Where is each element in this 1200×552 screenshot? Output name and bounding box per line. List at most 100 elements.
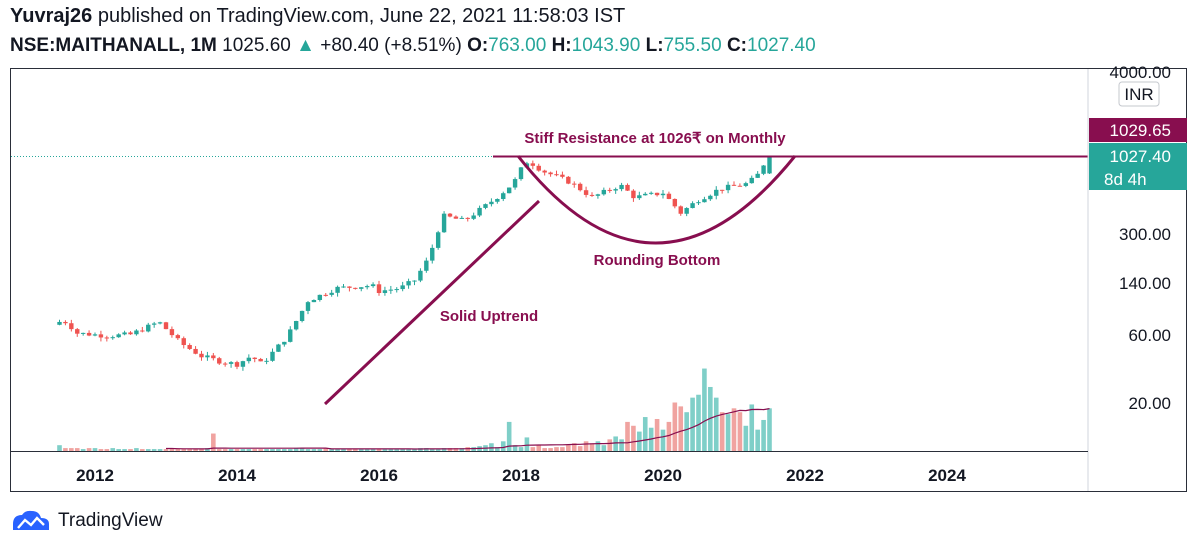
candle-body [643,193,648,196]
candle-body [619,184,624,190]
volume-bar [767,408,772,451]
candle-body [447,213,453,217]
volume-bar [690,397,695,451]
volume-bar [264,449,269,451]
candle-body [92,334,98,336]
volume-bar [370,449,376,451]
volume-bar [335,449,340,451]
candle-body [151,323,157,325]
volume-bar [731,408,737,451]
volume-bar [571,443,577,451]
candle-body [767,156,772,174]
volume-bar [495,447,500,451]
volume-bar [625,421,630,451]
volume-bar [140,449,145,451]
volume-bar [163,449,169,451]
volume-bar [755,429,760,451]
volume-bar [761,419,766,451]
chart-frame[interactable] [10,68,1187,492]
volume-bar [577,446,583,451]
volume-bar [347,449,352,451]
candle-body [276,344,281,352]
volume-bar [74,448,80,451]
volume-bar [293,448,299,451]
currency-box[interactable] [1118,81,1160,107]
volume-bar [205,448,210,451]
volume-bar [666,421,672,451]
volume-bar [506,421,512,451]
candle-body [506,187,512,194]
volume-bar [234,449,240,451]
volume-bar [187,449,192,451]
volume-bar [382,449,388,451]
volume-bar [388,449,394,451]
volume-bar [737,412,743,451]
last-price: 1025.60 [222,35,291,56]
candle-body [725,184,731,191]
candle-body [672,198,678,207]
candle-body [128,332,133,335]
volume-bar [128,449,133,451]
candle-body [483,204,488,208]
candle-body [625,184,630,191]
candles-layer [57,155,772,371]
volume-bar [299,448,305,451]
candle-body [116,334,121,338]
candle-body [305,302,311,311]
candle-body [400,285,405,290]
volume-bar [500,441,506,451]
x-tick-label: 2018 [502,466,540,485]
candle-body [660,193,666,196]
volume-bar [654,418,660,451]
volume-bar [276,449,281,451]
candle-body [364,286,370,288]
candle-body [157,322,163,324]
y-tick-label: 300.00 [1119,225,1171,244]
volume-bar [258,449,263,451]
volume-bar [193,449,198,451]
volume-bar [323,448,329,451]
volume-bar [560,447,565,451]
price-change: +80.40 (+8.51%) [320,35,462,56]
candle-body [181,338,186,346]
candle-body [595,194,601,196]
candle-body [589,194,595,196]
candle-body [435,232,441,248]
candle-body [696,202,701,204]
candle-body [441,213,447,233]
candle-body [234,362,240,367]
volume-bar [530,447,536,451]
volume-bar [169,449,175,451]
uptrend-line[interactable] [323,199,541,406]
volume-bar [725,414,731,451]
candle-body [477,207,482,216]
x-tick-label: 2016 [360,466,398,485]
candle-body [666,193,672,199]
candle-body [282,341,287,345]
candle-body [406,281,411,286]
volume-bar [282,449,287,451]
volume-bar [518,447,524,451]
currency-label[interactable]: INR [1124,85,1153,104]
candle-body [708,195,713,200]
volume-bar [287,449,293,451]
candle-body [637,195,642,199]
volume-bar [341,449,346,451]
volume-bar [57,445,62,451]
last-price-label: 1027.40 [1110,147,1171,166]
publish-info: Yuvraj26 published on TradingView.com, J… [10,5,625,28]
volume-bar [435,449,441,451]
volume-bar [134,448,139,451]
volume-bar [222,449,228,451]
tradingview-cloud-logo-icon [13,510,49,530]
rounding-bottom-arc[interactable] [516,155,797,245]
candle-body [169,329,175,336]
candle-body [240,361,246,367]
volume-bar [684,412,689,451]
candle-body [613,189,618,191]
candle-body [453,216,459,219]
candle-body [341,286,346,288]
candle-body [370,284,376,287]
publish-text: published on TradingView.com, June 22, 2… [97,5,626,27]
